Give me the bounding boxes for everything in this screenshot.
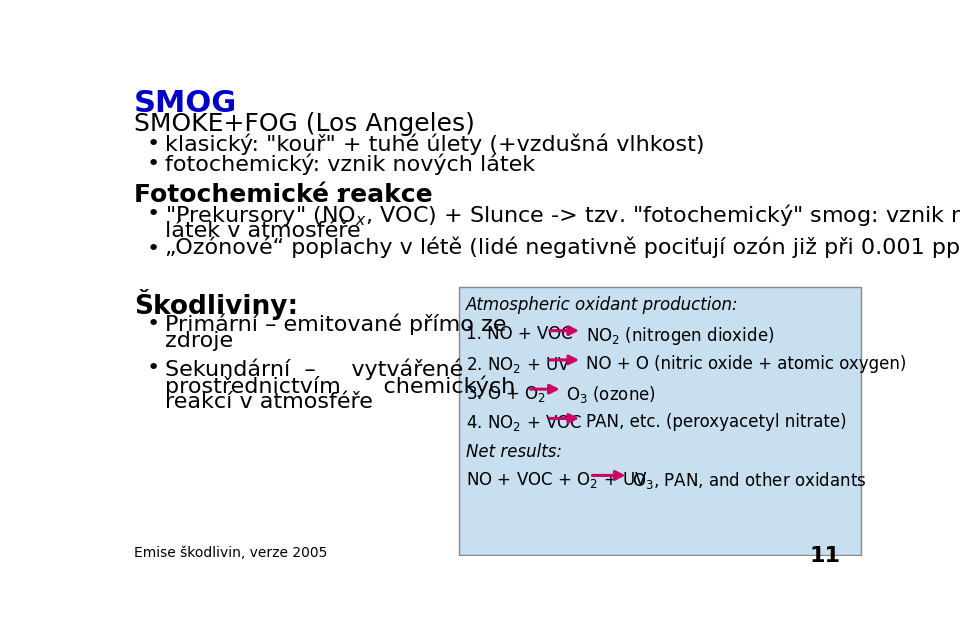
Text: Sekundární  –     vytvářené: Sekundární – vytvářené: [165, 358, 463, 380]
Text: Škodliviny:: Škodliviny:: [134, 289, 298, 320]
Text: •: •: [147, 239, 160, 259]
Text: SMOG: SMOG: [134, 89, 237, 118]
Text: 1. NO + VOC: 1. NO + VOC: [466, 325, 572, 343]
Text: PAN, etc. (peroxyacetyl nitrate): PAN, etc. (peroxyacetyl nitrate): [586, 413, 847, 431]
Bar: [460, 287, 861, 555]
Text: :: :: [334, 182, 343, 207]
Text: O$_3$ (ozone): O$_3$ (ozone): [566, 384, 657, 405]
Text: zdroje: zdroje: [165, 331, 233, 351]
Text: NO$_2$ (nitrogen dioxide): NO$_2$ (nitrogen dioxide): [586, 325, 774, 348]
Text: •: •: [147, 204, 160, 224]
Text: 2. NO$_2$ + UV: 2. NO$_2$ + UV: [466, 354, 570, 374]
Text: Primární – emitované přímo ze: Primární – emitované přímo ze: [165, 314, 506, 335]
Text: "Prekursory" (NO$_x$, VOC) + Slunce -> tzv. "fotochemický" smog: vznik nových: "Prekursory" (NO$_x$, VOC) + Slunce -> t…: [165, 202, 960, 228]
Text: •: •: [147, 154, 160, 174]
Text: 4. NO$_2$ + VOC: 4. NO$_2$ + VOC: [466, 413, 582, 433]
Text: Fotochemické reakce: Fotochemické reakce: [134, 182, 433, 207]
Text: látek v atmosféře: látek v atmosféře: [165, 221, 361, 241]
Text: •: •: [147, 314, 160, 334]
Text: Emise škodlivin, verze 2005: Emise škodlivin, verze 2005: [134, 546, 327, 560]
Text: Atmospheric oxidant production:: Atmospheric oxidant production:: [466, 296, 738, 314]
Text: klasický: "kouř" + tuhé úlety (+vzdušná vlhkost): klasický: "kouř" + tuhé úlety (+vzdušná …: [165, 134, 705, 155]
Text: NO + VOC + O$_2$ + UV: NO + VOC + O$_2$ + UV: [466, 470, 647, 490]
Text: O$_3$, PAN, and other oxidants: O$_3$, PAN, and other oxidants: [633, 470, 867, 491]
Text: fotochemický: vznik nových látek: fotochemický: vznik nových látek: [165, 154, 535, 175]
Text: SMOKE+FOG (Los Angeles): SMOKE+FOG (Los Angeles): [134, 112, 475, 136]
Text: •: •: [147, 358, 160, 378]
Text: •: •: [147, 134, 160, 154]
Text: reakcí v atmosféře: reakcí v atmosféře: [165, 392, 372, 412]
Text: Net results:: Net results:: [466, 443, 562, 461]
Text: „Ozónové“ poplachy v létě (lidé negativně pociťují ozón již při 0.001 ppm): „Ozónové“ poplachy v létě (lidé negativn…: [165, 237, 960, 258]
Text: 11: 11: [809, 546, 841, 566]
Text: 3. O + O$_2$: 3. O + O$_2$: [466, 384, 546, 404]
Text: NO + O (nitric oxide + atomic oxygen): NO + O (nitric oxide + atomic oxygen): [586, 354, 906, 372]
Text: prostřednictvím      chemických: prostřednictvím chemických: [165, 375, 516, 397]
